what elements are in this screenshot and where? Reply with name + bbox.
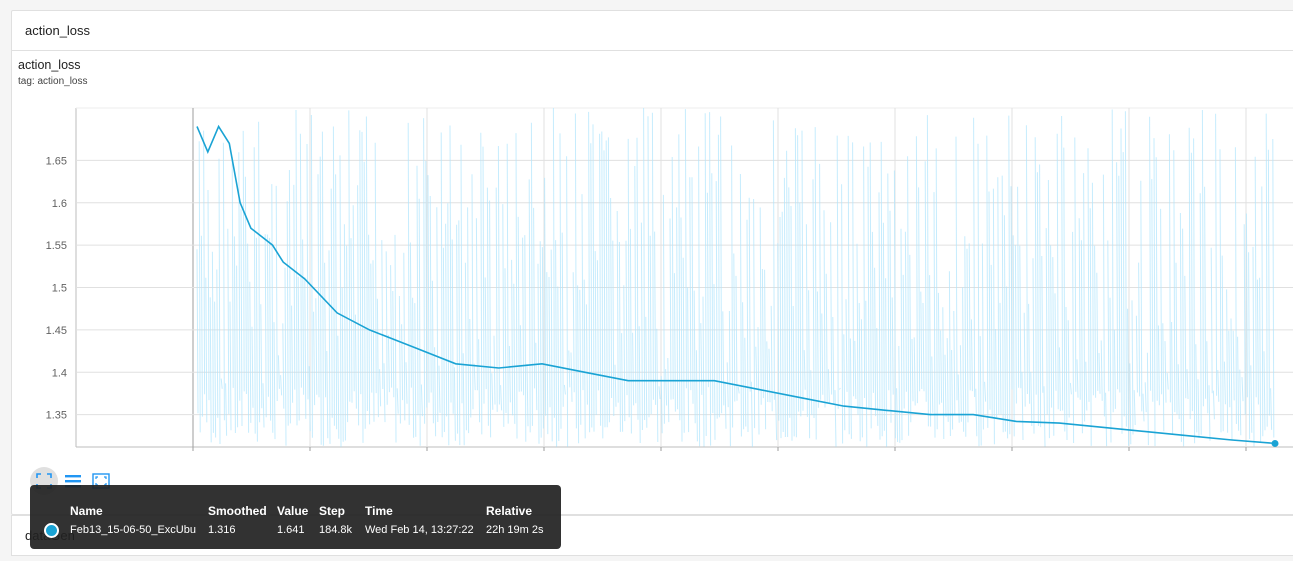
y-tick-label: 1.55 [46,240,67,252]
tooltip-relative: 22h 19m 2s [486,524,544,536]
tooltip-header-relative: Relative [486,504,533,518]
tooltip-value: 1.641 [277,524,305,536]
tooltip-header-time: Time [365,504,393,518]
series-color-dot [44,523,59,538]
raw-series-line [196,107,1275,447]
chart-tooltip: Name Smoothed Value Step Time Relative F… [30,485,561,549]
section-title: action_loss [25,23,91,38]
tooltip-header-value: Value [277,504,309,518]
tooltip-smoothed-value: 1.316 [208,524,236,536]
tooltip-header-name: Name [70,504,103,518]
section-panel: action_loss [11,10,1293,515]
y-tick-label: 1.4 [52,367,67,379]
y-axis-ticks: 1.35 1.4 1.45 1.5 1.55 1.6 1.65 [46,155,67,421]
last-point-marker [1271,439,1279,447]
card-tag: tag: action_loss [18,76,88,87]
fit-domain-icon [36,473,52,489]
tooltip-run-name: Feb13_15-06-50_ExcUbu [70,524,196,536]
y-tick-label: 1.6 [52,198,67,210]
tooltip-header-smoothed: Smoothed [208,504,267,518]
tooltip-header-step: Step [319,504,346,518]
card-title: action_loss [18,58,81,72]
y-tick-label: 1.65 [46,155,67,167]
tooltip-step: 184.8k [319,524,353,536]
section-header[interactable]: action_loss [12,11,1293,51]
y-tick-label: 1.5 [52,283,67,295]
y-tick-label: 1.35 [46,410,67,422]
raw-series [196,107,1275,447]
tooltip-time: Wed Feb 14, 13:27:22 [365,524,474,536]
smoothed-series-line [196,124,1276,445]
y-tick-label: 1.45 [46,325,67,337]
